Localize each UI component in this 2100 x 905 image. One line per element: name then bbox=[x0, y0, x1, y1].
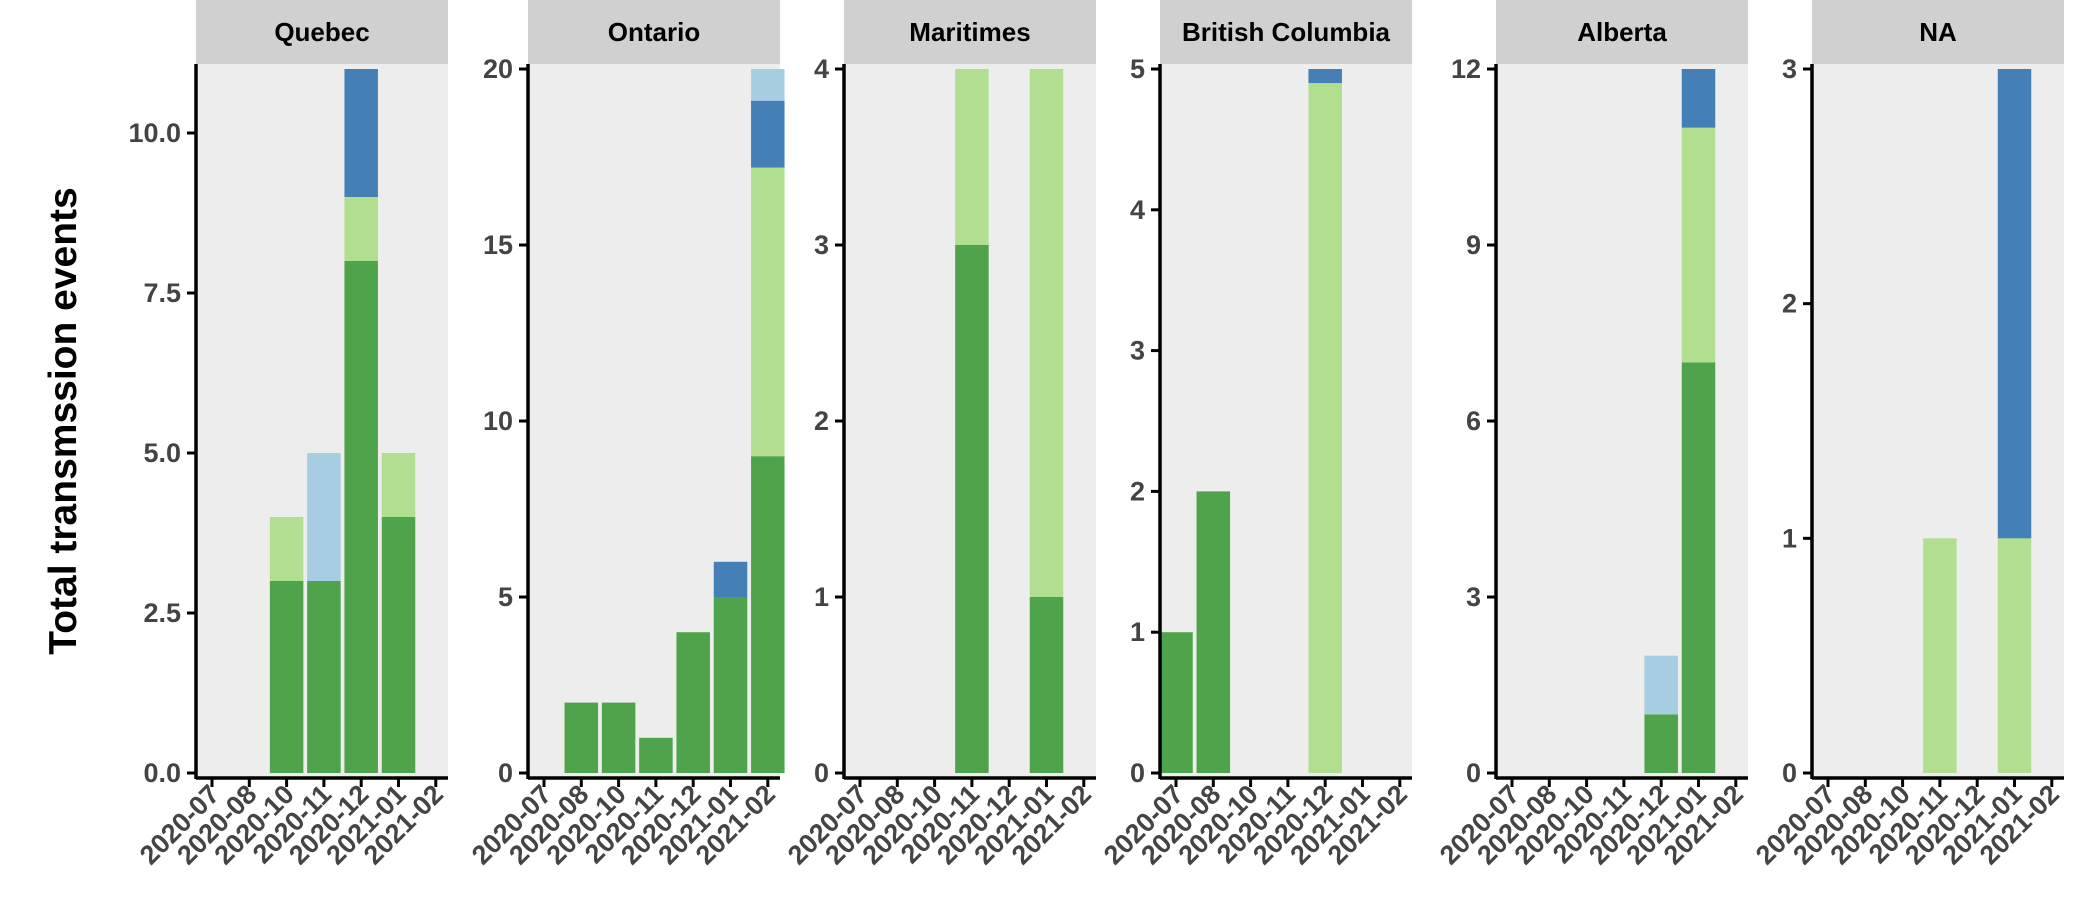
y-tick-label: 0 bbox=[1782, 758, 1797, 788]
y-tick-label: 15 bbox=[483, 230, 513, 260]
bar-segment bbox=[639, 737, 673, 773]
bar-segment bbox=[1644, 655, 1678, 715]
facet-panel: Maritimes012342020-072020-082020-102020-… bbox=[782, 0, 1097, 870]
y-tick-label: 1 bbox=[1130, 617, 1145, 647]
facet-strip bbox=[1160, 0, 1412, 64]
bar-segment bbox=[751, 100, 785, 168]
y-tick-label: 0 bbox=[814, 758, 829, 788]
bar-segment bbox=[381, 453, 416, 517]
facet-title: Ontario bbox=[608, 17, 700, 47]
facet-panel: Alberta0369122020-072020-082020-102020-1… bbox=[1434, 0, 1749, 870]
bar-segment bbox=[344, 197, 378, 261]
facet-title: Quebec bbox=[274, 17, 369, 47]
bar-segment bbox=[269, 581, 304, 773]
bar-segment bbox=[344, 261, 378, 773]
y-tick-label: 2.5 bbox=[143, 598, 181, 628]
facet-title: Alberta bbox=[1577, 17, 1667, 47]
bar-segment bbox=[564, 702, 599, 773]
bar-segment bbox=[1681, 69, 1716, 128]
bar-segment bbox=[713, 597, 748, 773]
panels: Quebec0.02.55.07.510.02020-072020-082020… bbox=[128, 0, 2065, 870]
bar-segment bbox=[751, 456, 785, 773]
y-tick-label: 4 bbox=[1130, 195, 1145, 225]
bar-segment bbox=[1923, 538, 1957, 773]
facet-strip bbox=[1496, 0, 1748, 64]
y-tick-label: 5 bbox=[498, 582, 513, 612]
bar-segment bbox=[307, 453, 341, 581]
facet-panel: Quebec0.02.55.07.510.02020-072020-082020… bbox=[128, 0, 449, 870]
y-tick-label: 7.5 bbox=[143, 278, 181, 308]
facet-strip bbox=[528, 0, 780, 64]
y-tick-label: 5.0 bbox=[143, 438, 181, 468]
y-tick-label: 2 bbox=[814, 406, 829, 436]
y-tick-label: 6 bbox=[1466, 406, 1481, 436]
y-tick-label: 10.0 bbox=[128, 118, 181, 148]
facet-panel: NA01232020-072020-082020-102020-112020-1… bbox=[1750, 0, 2065, 870]
facet-strip bbox=[844, 0, 1096, 64]
facet-title: Maritimes bbox=[909, 17, 1030, 47]
facet-strip bbox=[1812, 0, 2064, 64]
bar-segment bbox=[1308, 83, 1342, 773]
bar-segment bbox=[601, 702, 636, 773]
y-axis-title: Total transmssion events bbox=[42, 187, 85, 654]
bar-segment bbox=[676, 632, 710, 773]
bar-segment bbox=[751, 167, 785, 457]
y-tick-label: 0 bbox=[1466, 758, 1481, 788]
bar-segment bbox=[381, 517, 416, 773]
y-tick-label: 1 bbox=[814, 582, 829, 612]
bar-segment bbox=[713, 561, 748, 597]
facet-panel: Ontario051015202020-072020-082020-102020… bbox=[466, 0, 785, 870]
bar-segment bbox=[1196, 491, 1231, 773]
bar-segment bbox=[1681, 127, 1716, 363]
bar-segment bbox=[344, 69, 378, 197]
bar-segment bbox=[955, 69, 989, 245]
y-tick-label: 0 bbox=[1130, 758, 1145, 788]
y-tick-label: 0 bbox=[498, 758, 513, 788]
bar-segment bbox=[1681, 362, 1716, 773]
y-tick-label: 12 bbox=[1451, 54, 1481, 84]
y-tick-label: 2 bbox=[1130, 476, 1145, 506]
bar-segment bbox=[1029, 597, 1064, 773]
y-tick-label: 3 bbox=[1466, 582, 1481, 612]
y-tick-label: 5 bbox=[1130, 54, 1145, 84]
y-tick-label: 0.0 bbox=[143, 758, 181, 788]
y-tick-label: 3 bbox=[1782, 54, 1797, 84]
y-tick-label: 20 bbox=[483, 54, 513, 84]
y-tick-label: 4 bbox=[814, 54, 829, 84]
facet-strip bbox=[196, 0, 448, 64]
y-tick-label: 3 bbox=[814, 230, 829, 260]
facet-title: British Columbia bbox=[1182, 17, 1391, 47]
y-tick-label: 10 bbox=[483, 406, 513, 436]
bar-segment bbox=[307, 581, 341, 773]
bar-segment bbox=[751, 69, 785, 101]
bar-segment bbox=[1308, 69, 1342, 84]
y-tick-label: 1 bbox=[1782, 523, 1797, 553]
y-tick-label: 2 bbox=[1782, 289, 1797, 319]
bar-segment bbox=[1997, 538, 2032, 773]
bar-segment bbox=[1159, 632, 1193, 773]
bar-segment bbox=[1029, 69, 1064, 597]
bar-segment bbox=[269, 517, 304, 581]
bar-segment bbox=[955, 245, 989, 773]
y-tick-label: 9 bbox=[1466, 230, 1481, 260]
facet-panel: British Columbia0123452020-072020-082020… bbox=[1098, 0, 1413, 870]
facet-title: NA bbox=[1919, 17, 1957, 47]
bar-segment bbox=[1997, 69, 2032, 539]
y-tick-label: 3 bbox=[1130, 336, 1145, 366]
bar-segment bbox=[1644, 714, 1678, 773]
